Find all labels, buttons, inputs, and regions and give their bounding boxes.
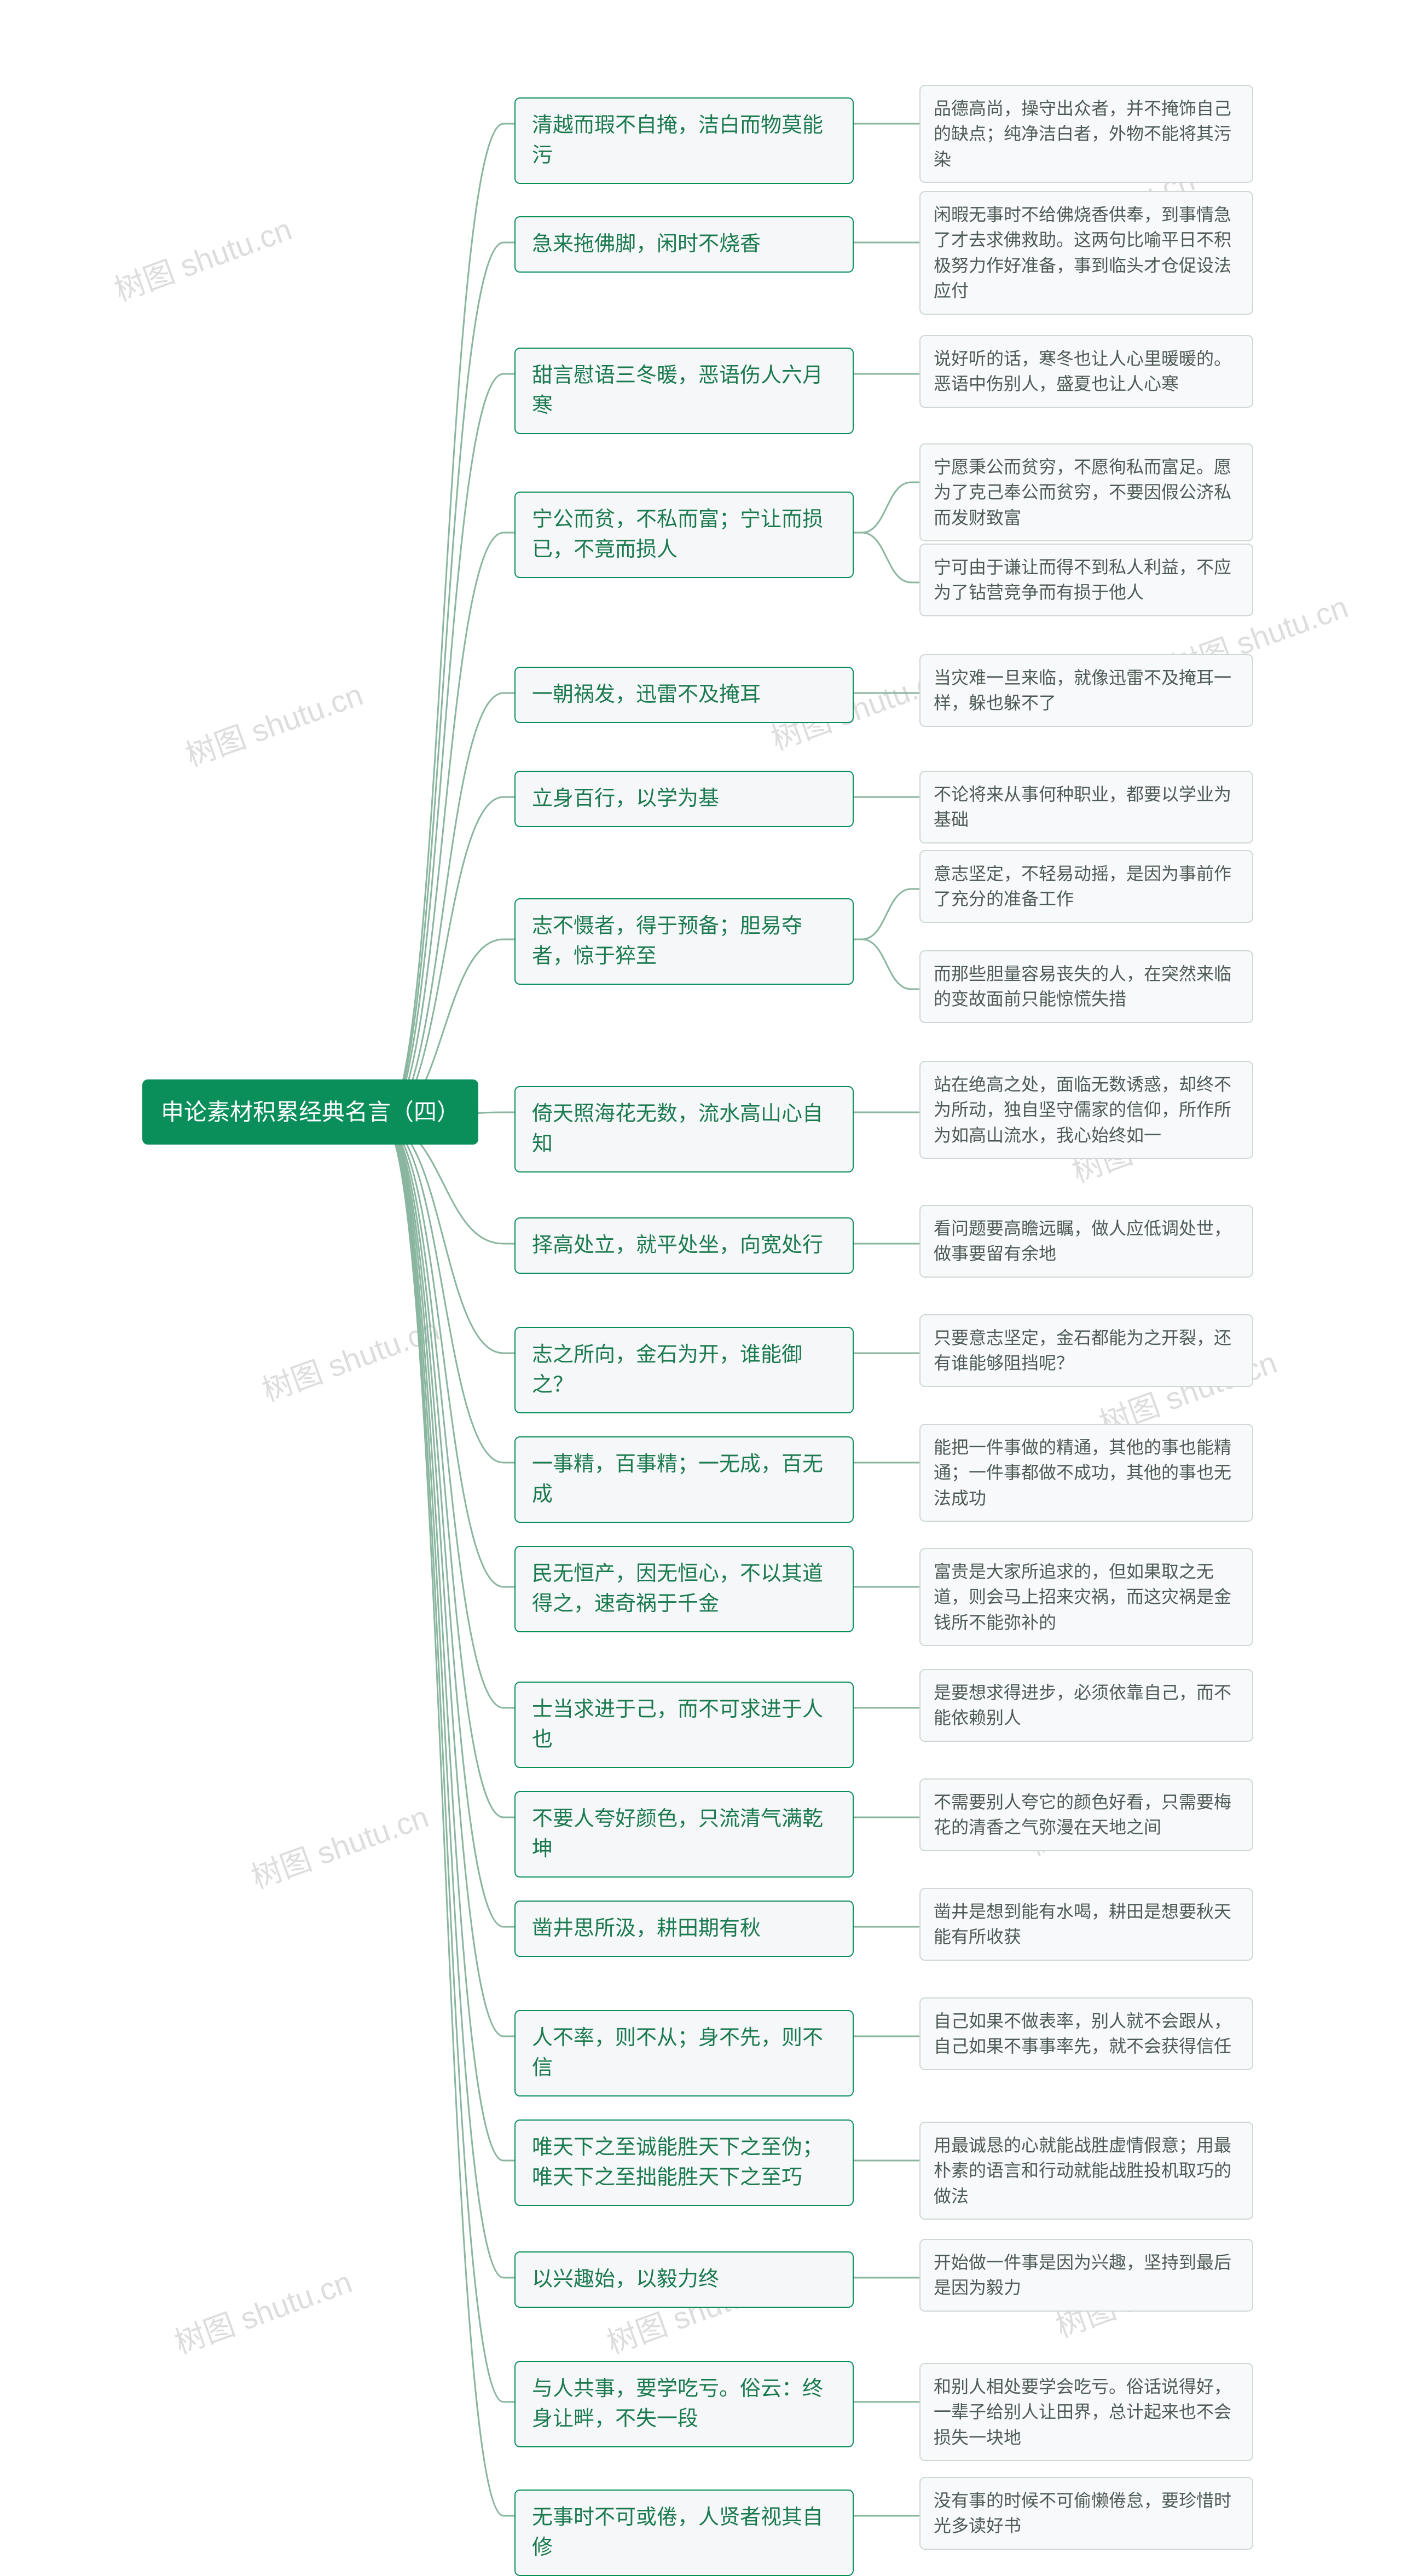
watermark: 树图 shutu.cn <box>255 1305 445 1410</box>
branch-node[interactable]: 无事时不可或倦，人贤者视其自修 <box>514 2490 854 2576</box>
leaf-node[interactable]: 用最诚恳的心就能战胜虚情假意；用最朴素的语言和行动就能战胜投机取巧的做法 <box>919 2122 1253 2220</box>
branch-node[interactable]: 倚天照海花无数，流水高山心自知 <box>514 1086 854 1173</box>
leaf-node[interactable]: 闲暇无事时不给佛烧香供奉，到事情急了才去求佛救助。这两句比喻平日不积极努力作好准… <box>919 191 1253 315</box>
branch-node[interactable]: 志之所向，金石为开，谁能御之？ <box>514 1327 854 1413</box>
leaf-node[interactable]: 而那些胆量容易丧失的人，在突然来临的变故面前只能惊慌失措 <box>919 950 1253 1023</box>
branch-node[interactable]: 不要人夸好颜色，只流清气满乾坤 <box>514 1791 854 1878</box>
watermark: 树图 shutu.cn <box>107 205 297 310</box>
branch-node[interactable]: 以兴趣始，以毅力终 <box>514 2251 854 2308</box>
leaf-node[interactable]: 品德高尚，操守出众者，并不掩饰自己的缺点；纯净洁白者，外物不能将其污染 <box>919 85 1253 183</box>
leaf-node[interactable]: 不论将来从事何种职业，都要以学业为基础 <box>919 771 1253 844</box>
branch-node[interactable]: 立身百行，以学为基 <box>514 771 854 827</box>
leaf-node[interactable]: 站在绝高之处，面临无数诱惑，却终不为所动，独自坚守儒家的信仰，所作所为如高山流水… <box>919 1061 1253 1159</box>
leaf-node[interactable]: 宁愿秉公而贫穷，不愿徇私而富足。愿为了克己奉公而贫穷，不要因假公济私而发财致富 <box>919 443 1253 541</box>
branch-node[interactable]: 甜言慰语三冬暖，恶语伤人六月寒 <box>514 348 854 434</box>
root-node[interactable]: 申论素材积累经典名言（四） <box>142 1079 478 1145</box>
branch-node[interactable]: 与人共事，要学吃亏。俗云：终身让畔，不失一段 <box>514 2361 854 2447</box>
branch-node[interactable]: 士当求进于己，而不可求进于人也 <box>514 1682 854 1768</box>
branch-node[interactable]: 唯天下之至诚能胜天下之至伪；唯天下之至拙能胜天下之至巧 <box>514 2119 854 2206</box>
leaf-node[interactable]: 能把一件事做的精通，其他的事也能精通；一件事都做不成功，其他的事也无法成功 <box>919 1424 1253 1522</box>
branch-node[interactable]: 一朝祸发，迅雷不及掩耳 <box>514 667 854 723</box>
watermark: 树图 shutu.cn <box>167 2257 357 2363</box>
leaf-node[interactable]: 宁可由于谦让而得不到私人利益，不应为了钻营竞争而有损于他人 <box>919 544 1253 616</box>
branch-node[interactable]: 民无恒产，因无恒心，不以其道得之，速奇祸于千金 <box>514 1546 854 1632</box>
leaf-node[interactable]: 说好听的话，寒冬也让人心里暖暖的。恶语中伤别人，盛夏也让人心寒 <box>919 335 1253 408</box>
mindmap-canvas: 树图 shutu.cn 树图 shutu.cn 树图 shutu.cn 树图 shut… <box>0 0 1401 2527</box>
leaf-node[interactable]: 意志坚定，不轻易动摇，是因为事前作了充分的准备工作 <box>919 850 1253 923</box>
branch-node[interactable]: 一事精，百事精；一无成，百无成 <box>514 1436 854 1523</box>
leaf-node[interactable]: 和别人相处要学会吃亏。俗话说得好，一辈子给别人让田界，总计起来也不会损失一块地 <box>919 2363 1253 2461</box>
branch-node[interactable]: 人不率，则不从；身不先，则不信 <box>514 2010 854 2096</box>
watermark: 树图 shutu.cn <box>244 1792 434 1897</box>
leaf-node[interactable]: 富贵是大家所追求的，但如果取之无道，则会马上招来灾祸，而这灾祸是金钱所不能弥补的 <box>919 1548 1253 1646</box>
leaf-node[interactable]: 自己如果不做表率，别人就不会跟从，自己如果不事事率先，就不会获得信任 <box>919 1997 1253 2070</box>
branch-node[interactable]: 宁公而贫，不私而富；宁让而损已，不竟而损人 <box>514 492 854 578</box>
leaf-node[interactable]: 是要想求得进步，必须依靠自己，而不能依赖别人 <box>919 1669 1253 1742</box>
leaf-node[interactable]: 只要意志坚定，金石都能为之开裂，还有谁能够阻挡呢？ <box>919 1314 1253 1387</box>
leaf-node[interactable]: 凿井是想到能有水喝，耕田是想要秋天能有所收获 <box>919 1888 1253 1961</box>
branch-node[interactable]: 急来拖佛脚，闲时不烧香 <box>514 216 854 273</box>
branch-node[interactable]: 志不慑者，得于预备；胆易夺者，惊于猝至 <box>514 898 854 985</box>
branch-node[interactable]: 凿井思所汲，耕田期有秋 <box>514 1901 854 1957</box>
leaf-node[interactable]: 当灾难一旦来临，就像迅雷不及掩耳一样，躲也躲不了 <box>919 654 1253 727</box>
leaf-node[interactable]: 不需要别人夸它的颜色好看，只需要梅花的清香之气弥漫在天地之间 <box>919 1778 1253 1851</box>
leaf-node[interactable]: 没有事的时候不可偷懒倦怠，要珍惜时光多读好书 <box>919 2477 1253 2550</box>
leaf-node[interactable]: 开始做一件事是因为兴趣，坚持到最后是因为毅力 <box>919 2239 1253 2312</box>
branch-node[interactable]: 择高处立，就平处坐，向宽处行 <box>514 1217 854 1274</box>
leaf-node[interactable]: 看问题要高瞻远瞩，做人应低调处世，做事要留有余地 <box>919 1205 1253 1278</box>
branch-node[interactable]: 清越而瑕不自掩，洁白而物莫能污 <box>514 97 854 184</box>
watermark: 树图 shutu.cn <box>178 670 368 775</box>
